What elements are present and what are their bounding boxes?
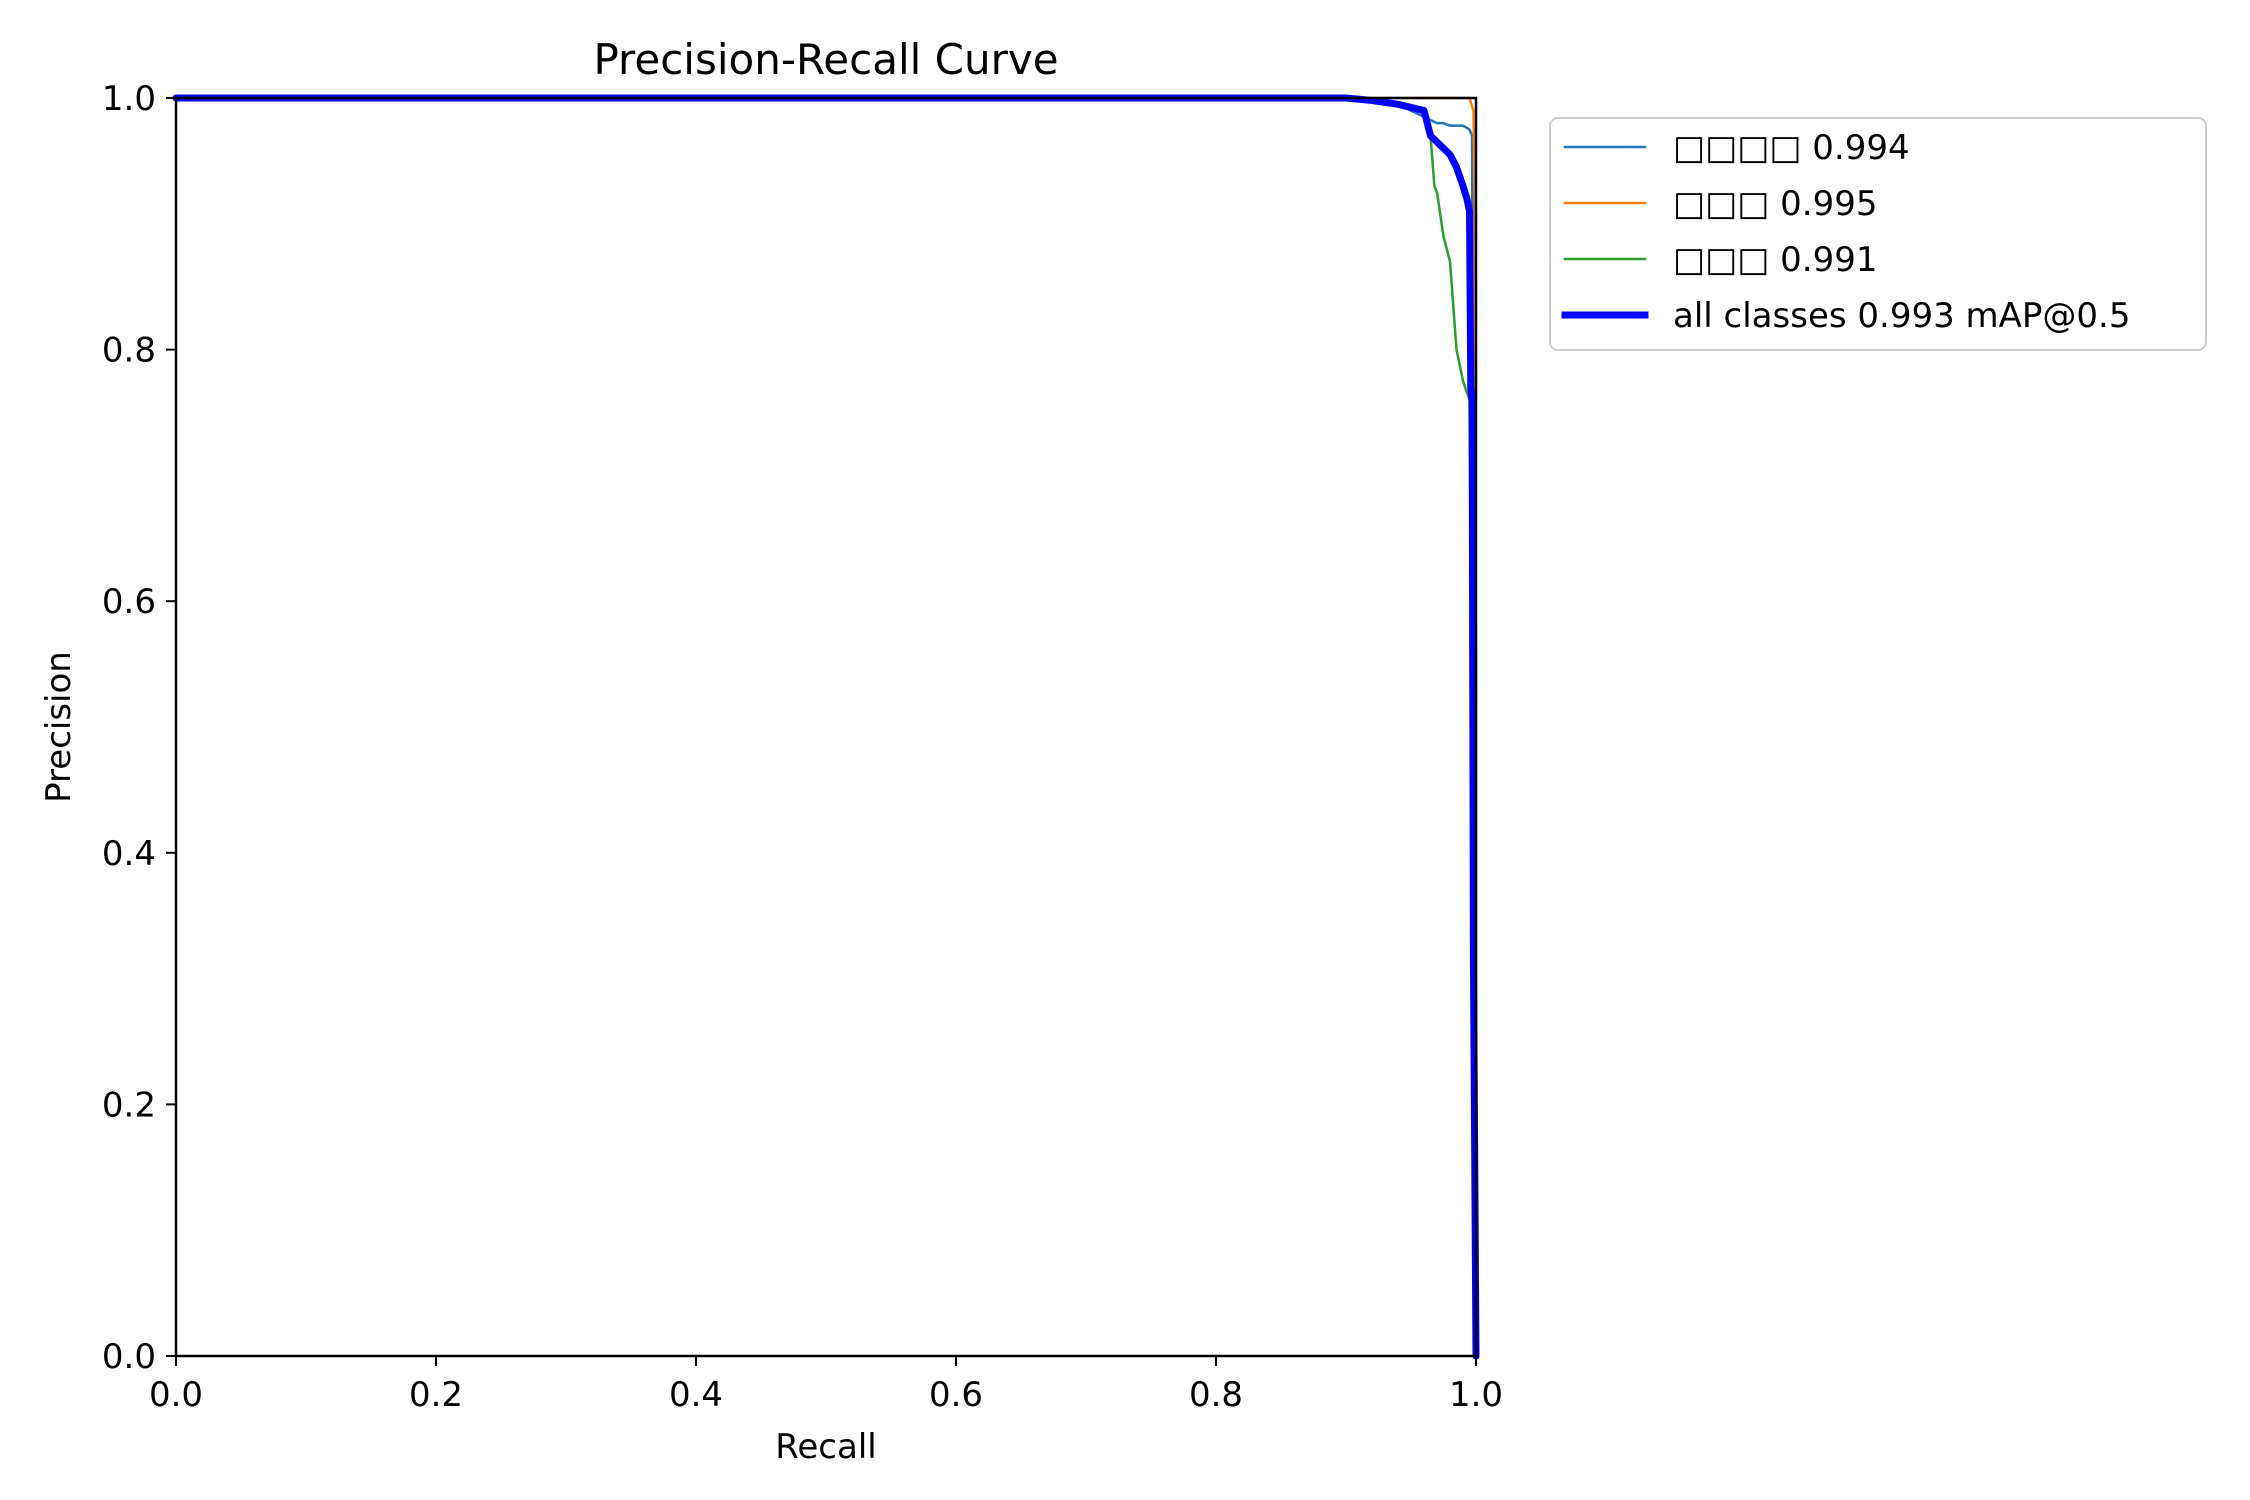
y-tick-label: 1.0 (102, 79, 156, 119)
x-tick-label: 1.0 (1449, 1375, 1503, 1415)
chart-title: Precision-Recall Curve (593, 35, 1058, 84)
x-tick-label: 0.4 (669, 1375, 723, 1415)
x-tick-label: 0.6 (929, 1375, 983, 1415)
x-axis-label: Recall (775, 1427, 876, 1467)
y-tick-label: 0.0 (102, 1337, 156, 1377)
y-axis-ticks: 0.0 0.2 0.4 0.6 0.8 1.0 (102, 79, 176, 1377)
plot-area (176, 98, 1476, 1356)
x-axis-ticks: 0.0 0.2 0.4 0.6 0.8 1.0 (149, 1356, 1503, 1415)
y-tick-label: 0.8 (102, 331, 156, 371)
legend-label-1: □□□ 0.995 (1673, 184, 1878, 224)
x-tick-label: 0.8 (1189, 1375, 1243, 1415)
plot-background (176, 98, 1476, 1356)
legend-label-0: □□□□ 0.994 (1673, 128, 1910, 168)
y-axis-label: Precision (39, 651, 79, 803)
legend-box (1549, 117, 2207, 351)
x-tick-label: 0.0 (149, 1375, 203, 1415)
legend: □□□□ 0.994 □□□ 0.995 □□□ 0.991 all classes … (1549, 117, 2207, 351)
plot-frame (174, 96, 1478, 1358)
legend-items: □□□□ 0.994 □□□ 0.995 □□□ 0.991 all classes … (1561, 128, 2130, 336)
legend-label-3: all classes 0.993 mAP@0.5 (1673, 296, 2130, 336)
series-line-3 (172, 94, 1480, 1360)
y-tick-label: 0.2 (102, 1085, 156, 1125)
y-tick-label: 0.6 (102, 582, 156, 622)
y-tick-label: 0.4 (102, 834, 156, 874)
x-tick-label: 0.2 (409, 1375, 463, 1415)
legend-label-2: □□□ 0.991 (1673, 240, 1878, 280)
